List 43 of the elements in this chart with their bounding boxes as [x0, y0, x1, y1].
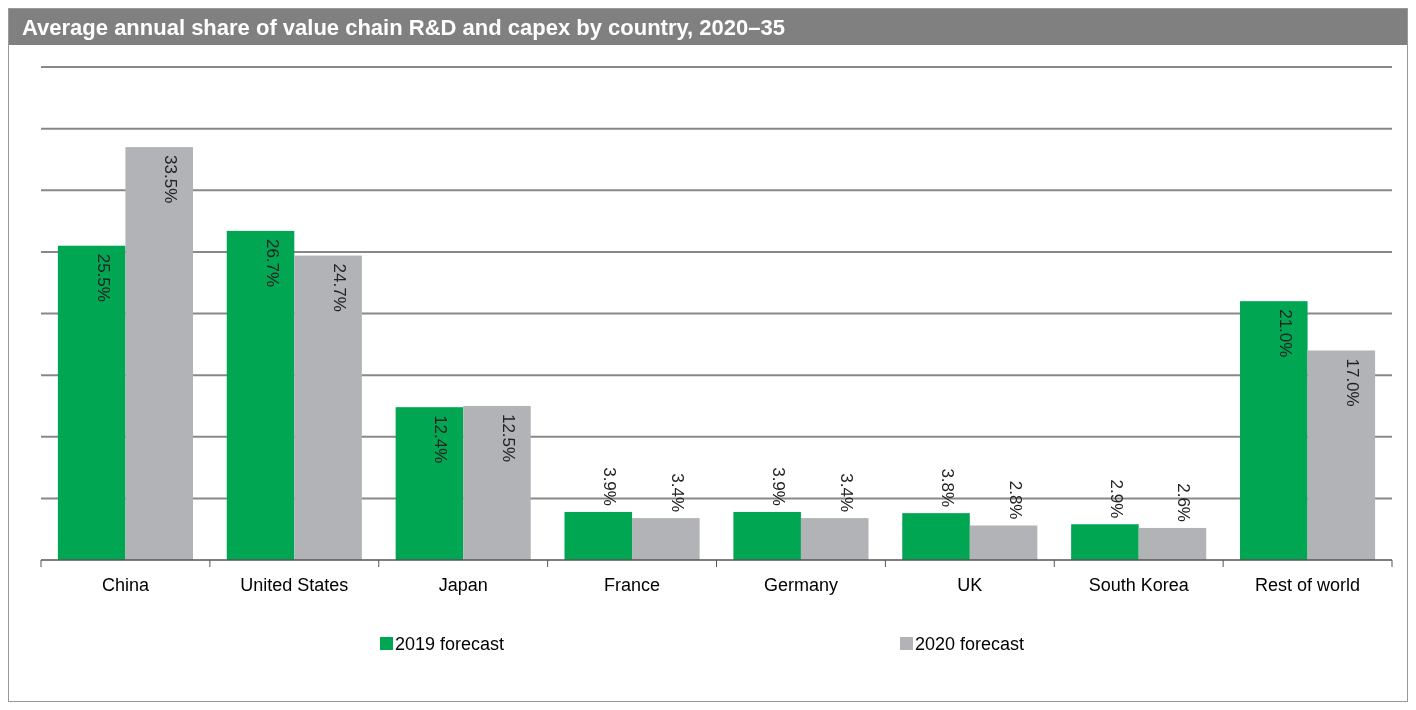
legend-label: 2019 forecast — [395, 634, 505, 654]
bar — [733, 511, 801, 560]
data-label: 24.7% — [330, 263, 350, 312]
x-tick-label: China — [101, 575, 150, 595]
bar — [1138, 527, 1207, 560]
bar — [564, 511, 633, 560]
x-tick-label: France — [604, 575, 661, 595]
data-label: 3.9% — [769, 467, 789, 506]
x-tick-label: United States — [240, 575, 349, 595]
x-tick-label: South Korea — [1088, 575, 1190, 595]
bar — [1071, 524, 1139, 560]
bar — [463, 405, 531, 560]
data-label: 2.6% — [1174, 483, 1194, 522]
bar — [800, 518, 869, 560]
bar — [395, 407, 464, 560]
bar — [57, 245, 126, 560]
data-label: 2.8% — [1005, 480, 1025, 520]
bar — [969, 525, 1038, 560]
bar — [632, 518, 700, 560]
data-label: 25.5% — [93, 253, 113, 302]
data-label: 3.9% — [600, 467, 620, 506]
bar — [1240, 301, 1308, 560]
bar — [294, 255, 362, 560]
bar — [125, 147, 193, 560]
data-label: 33.5% — [161, 155, 181, 204]
x-tick-label: Japan — [438, 575, 488, 595]
data-label: 3.8% — [938, 468, 958, 508]
x-tick-label: UK — [957, 575, 983, 595]
x-tick-label: Germany — [763, 575, 838, 595]
data-label: 3.4% — [667, 473, 687, 513]
legend-label: 2020 forecast — [915, 634, 1025, 654]
data-label: 12.5% — [498, 413, 518, 463]
data-label: 2.9% — [1106, 479, 1126, 519]
data-label: 3.4% — [836, 473, 856, 513]
data-label: 26.7% — [262, 238, 282, 288]
bar — [902, 513, 970, 560]
bar — [1307, 350, 1376, 560]
x-tick-label: Rest of world — [1255, 575, 1361, 595]
data-label: 17.0% — [1343, 358, 1363, 407]
chart-title: Average annual share of value chain R&D and capex by country, 2020–35 — [22, 15, 785, 40]
bar — [226, 230, 295, 560]
data-label: 21.0% — [1275, 309, 1295, 358]
data-label: 12.4% — [431, 415, 451, 464]
